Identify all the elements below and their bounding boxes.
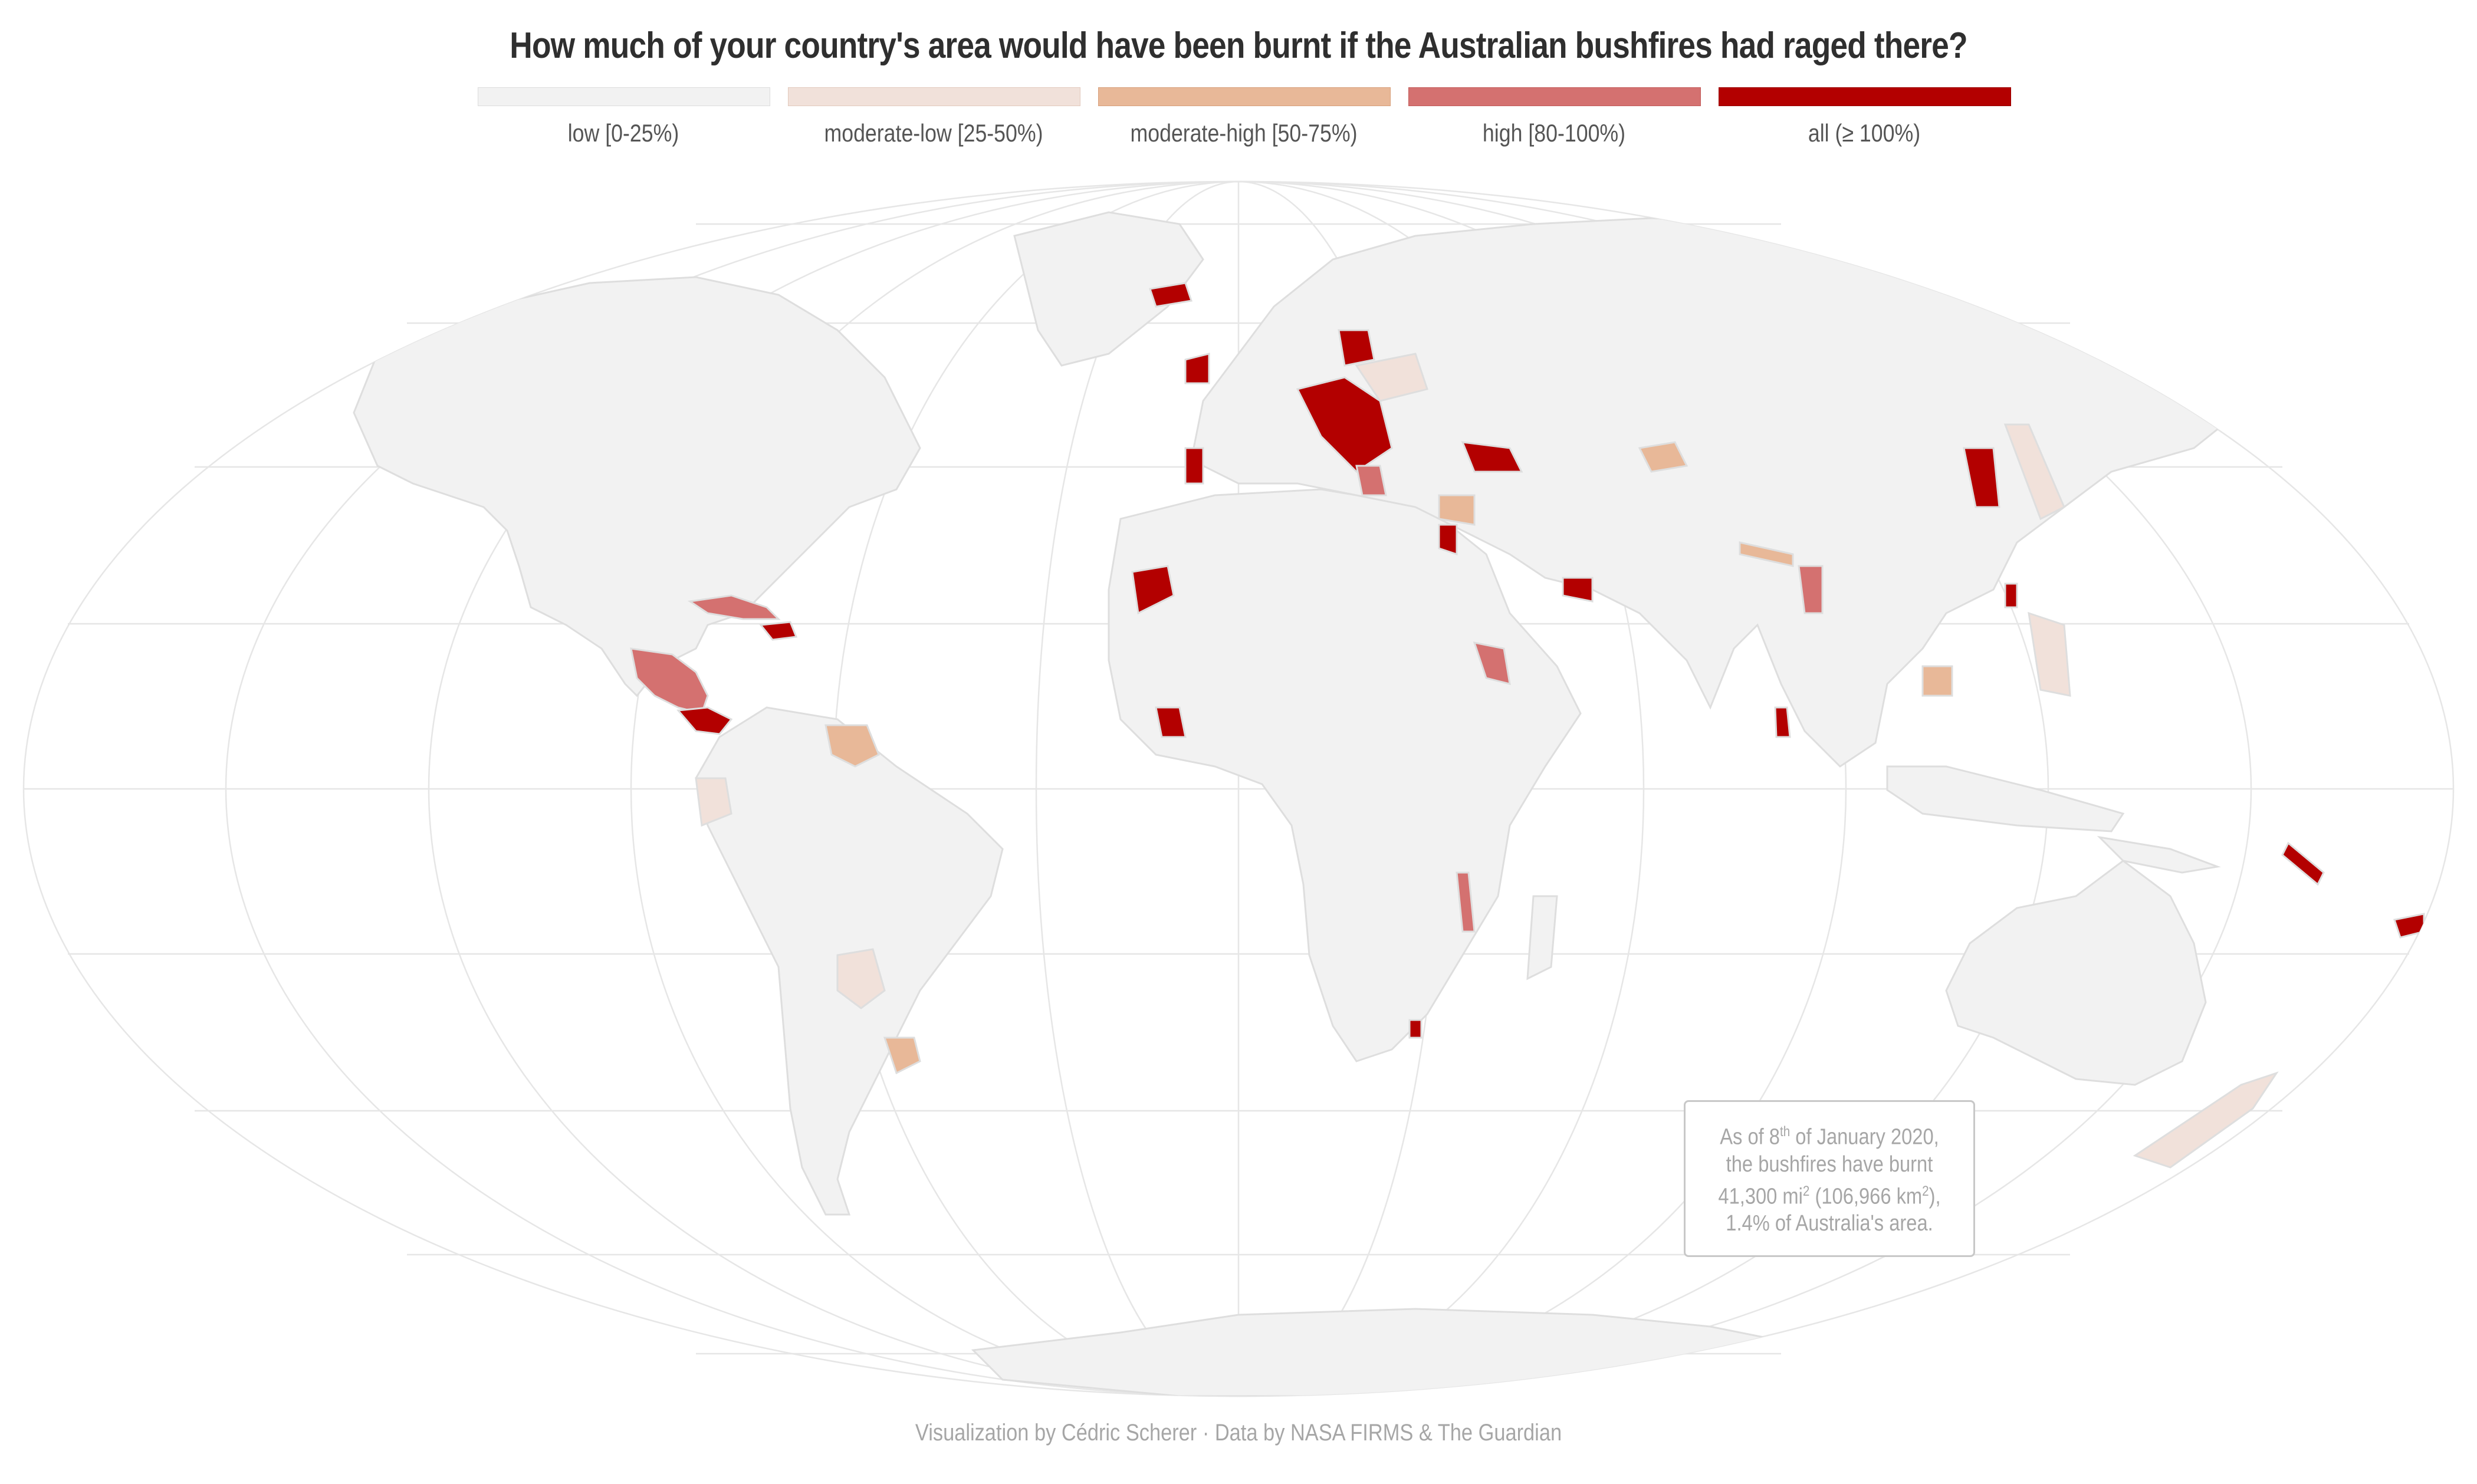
region-panama — [676, 706, 733, 735]
legend-item-moderate-low: moderate-low [25-50%) — [788, 87, 1080, 147]
region-japan — [2003, 423, 2065, 521]
region-korea — [1963, 447, 2000, 508]
region-western-sahara — [1131, 565, 1175, 615]
region-ukraine — [1355, 353, 1428, 402]
region-new-zealand — [2133, 1071, 2279, 1169]
legend-swatch-moderate-high — [1098, 87, 1391, 106]
note-line-2: the bushfires have burnt — [1726, 1151, 1933, 1177]
region-australia — [1945, 860, 2207, 1086]
legend-label-moderate-high: moderate-high [50-75%) — [1130, 119, 1358, 147]
region-hispaniola — [759, 621, 798, 641]
region-cuba — [687, 594, 781, 620]
region-ireland — [1184, 353, 1210, 384]
note-line-1: As of 8th of January 2020, — [1720, 1124, 1939, 1150]
region-nepal — [1739, 541, 1794, 567]
region-hungary-balkans — [1296, 376, 1393, 473]
region-south-africa-lesotho — [1408, 1019, 1423, 1039]
region-uae — [1562, 577, 1594, 603]
map-title: How much of your country's area would ha… — [510, 25, 1967, 66]
land-masses — [353, 211, 2425, 1396]
legend-swatch-all — [1719, 87, 2011, 106]
region-africa — [1108, 488, 1582, 1062]
region-greenland — [1013, 211, 1204, 367]
region-georgia — [1461, 441, 1523, 473]
region-portugal — [1184, 447, 1204, 485]
legend-item-moderate-high: moderate-high [50-75%) — [1098, 87, 1391, 147]
region-eritrea — [1473, 641, 1511, 686]
region-taiwan — [2004, 583, 2018, 608]
region-madagascar — [1526, 895, 1558, 980]
region-malawi — [1456, 871, 1476, 933]
legend-label-all: all (≥ 100%) — [1808, 119, 1921, 147]
region-uruguay — [883, 1037, 921, 1075]
region-liberia — [1155, 706, 1187, 738]
region-new-caledonia — [2281, 841, 2325, 886]
legend-swatch-moderate-low — [788, 87, 1080, 106]
legend-item-low: low [0-25%) — [478, 87, 770, 147]
note-line-3: 41,300 mi2 (106,966 km2), — [1718, 1183, 1941, 1209]
region-indonesia — [1886, 765, 2125, 833]
region-sri-lanka — [1774, 706, 1791, 738]
legend-label-high: high [80-100%) — [1482, 119, 1626, 147]
region-bangladesh — [1798, 565, 1824, 614]
region-ecuador — [695, 777, 732, 827]
region-syria — [1438, 494, 1476, 526]
region-central-america — [630, 647, 709, 715]
annotation-box: As of 8th of January 2020, the bushfires… — [1684, 1100, 1975, 1257]
legend-swatch-high — [1408, 87, 1701, 106]
region-paraguay — [836, 948, 886, 1009]
region-israel-jordan — [1438, 524, 1458, 556]
legend-swatch-low — [478, 87, 770, 106]
region-north-america — [353, 276, 921, 697]
legend-label-low: low [0-25%) — [567, 119, 679, 147]
legend-item-all: all (≥ 100%) — [1719, 87, 2011, 147]
region-tajikistan — [1638, 441, 1688, 473]
region-new-guinea — [2097, 835, 2221, 874]
legend-item-high: high [80-100%) — [1408, 87, 1701, 147]
region-philippines — [2028, 611, 2071, 697]
region-iceland — [1149, 282, 1192, 308]
region-belarus — [1338, 329, 1375, 367]
region-greece — [1355, 465, 1387, 496]
region-fiji — [2393, 913, 2425, 939]
region-eurasia — [1190, 217, 2254, 768]
note-line-4: 1.4% of Australia's area. — [1726, 1211, 1933, 1236]
region-antarctica — [971, 1308, 1831, 1396]
credit-caption: Visualization by Cédric Scherer · Data b… — [915, 1420, 1562, 1446]
legend-label-moderate-low: moderate-low [25-50%) — [824, 119, 1043, 147]
region-cambodia — [1921, 665, 1953, 697]
region-guyana — [824, 724, 880, 768]
legend: low [0-25%) moderate-low [25-50%) modera… — [478, 87, 2011, 152]
